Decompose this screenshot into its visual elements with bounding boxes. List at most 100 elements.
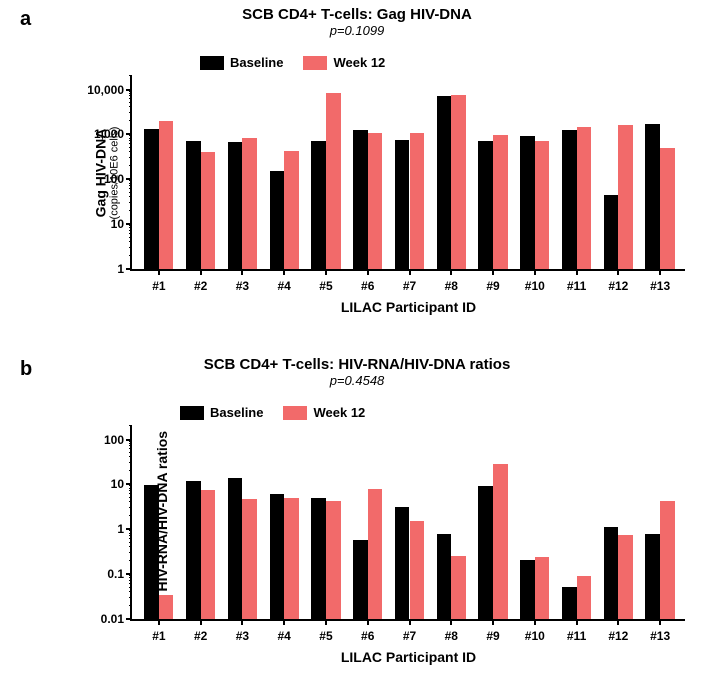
bar-week12 <box>326 93 341 269</box>
bar-week12 <box>493 464 508 619</box>
bar-baseline <box>604 195 619 269</box>
ytick-label: 1 <box>117 262 132 276</box>
bar-week12 <box>660 148 675 269</box>
legend-baseline-b: Baseline <box>180 405 263 420</box>
panel-b-subtitle: p=0.4548 <box>0 373 714 388</box>
panel-a-title: SCB CD4+ T-cells: Gag HIV-DNA <box>0 6 714 23</box>
bar-week12 <box>201 490 216 619</box>
bar-week12 <box>159 121 174 269</box>
ytick-label: 0.01 <box>101 612 132 626</box>
legend-week12-b: Week 12 <box>283 405 365 420</box>
xtick-label: #11 <box>567 619 586 643</box>
bar-baseline <box>353 130 368 269</box>
bar-week12 <box>618 125 633 269</box>
bar-baseline <box>311 141 326 269</box>
legend-baseline-label: Baseline <box>230 55 283 70</box>
xtick-label: #6 <box>361 269 374 293</box>
bar-week12 <box>242 138 257 269</box>
panel-b-title-block: SCB CD4+ T-cells: HIV-RNA/HIV-DNA ratios… <box>0 356 714 388</box>
bar-baseline <box>437 96 452 269</box>
legend-baseline-label-b: Baseline <box>210 405 263 420</box>
xtick-label: #2 <box>194 619 207 643</box>
xtick-label: #13 <box>650 269 670 293</box>
legend-baseline-swatch <box>200 56 224 70</box>
bar-week12 <box>368 133 383 269</box>
ytick-label: 1 <box>117 522 132 536</box>
bar-baseline <box>228 142 243 269</box>
panel-a-subtitle: p=0.1099 <box>0 23 714 38</box>
bar-baseline <box>270 171 285 269</box>
bar-baseline <box>520 560 535 619</box>
bar-baseline <box>645 124 660 269</box>
bar-baseline <box>520 136 535 269</box>
xtick-label: #8 <box>445 269 458 293</box>
xtick-label: #10 <box>525 619 545 643</box>
panel-a: a SCB CD4+ T-cells: Gag HIV-DNA p=0.1099… <box>0 0 714 340</box>
panel-b: b SCB CD4+ T-cells: HIV-RNA/HIV-DNA rati… <box>0 350 714 690</box>
bar-baseline <box>311 498 326 619</box>
xtick-label: #10 <box>525 269 545 293</box>
bar-week12 <box>535 141 550 269</box>
panel-a-plot: Gag HIV-DNA (copies/10E6 cells) LILAC Pa… <box>130 76 685 271</box>
bar-week12 <box>618 535 633 619</box>
legend-week12: Week 12 <box>303 55 385 70</box>
xtick-label: #13 <box>650 619 670 643</box>
bar-baseline <box>144 129 159 269</box>
bar-baseline <box>437 534 452 619</box>
bar-baseline <box>186 141 201 269</box>
bar-baseline <box>395 507 410 619</box>
legend-week12-label: Week 12 <box>333 55 385 70</box>
xtick-label: #12 <box>608 619 628 643</box>
bar-baseline <box>228 478 243 619</box>
xtick-label: #8 <box>445 619 458 643</box>
xtick-label: #11 <box>567 269 586 293</box>
legend-week12-swatch-b <box>283 406 307 420</box>
bar-baseline <box>395 140 410 269</box>
bar-week12 <box>284 151 299 269</box>
bar-week12 <box>284 498 299 619</box>
bar-baseline <box>144 485 159 619</box>
panel-b-plot: CA HIV-RNA/HIV-DNA ratios LILAC Particip… <box>130 426 685 621</box>
xtick-label: #6 <box>361 619 374 643</box>
bar-baseline <box>604 527 619 619</box>
bar-baseline <box>353 540 368 619</box>
panel-a-legend: Baseline Week 12 <box>200 55 385 70</box>
bar-baseline <box>645 534 660 619</box>
bar-baseline <box>562 130 577 269</box>
legend-baseline-swatch-b <box>180 406 204 420</box>
xtick-label: #5 <box>319 269 332 293</box>
panel-b-legend: Baseline Week 12 <box>180 405 365 420</box>
bar-week12 <box>201 152 216 269</box>
ytick-label: 10,000 <box>87 83 132 97</box>
xtick-label: #5 <box>319 619 332 643</box>
xtick-label: #3 <box>236 269 249 293</box>
xtick-label: #12 <box>608 269 628 293</box>
bar-week12 <box>577 576 592 619</box>
bar-baseline <box>478 486 493 619</box>
bar-week12 <box>368 489 383 619</box>
bar-baseline <box>270 494 285 619</box>
bar-week12 <box>159 595 174 619</box>
xtick-label: #2 <box>194 269 207 293</box>
bar-baseline <box>562 587 577 619</box>
ytick-label: 10 <box>111 477 132 491</box>
panel-b-title: SCB CD4+ T-cells: HIV-RNA/HIV-DNA ratios <box>0 356 714 373</box>
bar-week12 <box>493 135 508 269</box>
xtick-label: #3 <box>236 619 249 643</box>
bar-week12 <box>660 501 675 619</box>
legend-week12-swatch <box>303 56 327 70</box>
bar-week12 <box>410 133 425 269</box>
xtick-label: #1 <box>152 269 165 293</box>
bar-baseline <box>186 481 201 619</box>
xtick-label: #7 <box>403 269 416 293</box>
bar-baseline <box>478 141 493 269</box>
ytick-label: 10 <box>111 217 132 231</box>
xtick-label: #7 <box>403 619 416 643</box>
legend-baseline: Baseline <box>200 55 283 70</box>
panel-a-title-block: SCB CD4+ T-cells: Gag HIV-DNA p=0.1099 <box>0 6 714 38</box>
legend-week12-label-b: Week 12 <box>313 405 365 420</box>
bar-week12 <box>451 95 466 269</box>
xtick-label: #9 <box>486 269 499 293</box>
xtick-label: #4 <box>278 619 291 643</box>
bar-week12 <box>535 557 550 619</box>
